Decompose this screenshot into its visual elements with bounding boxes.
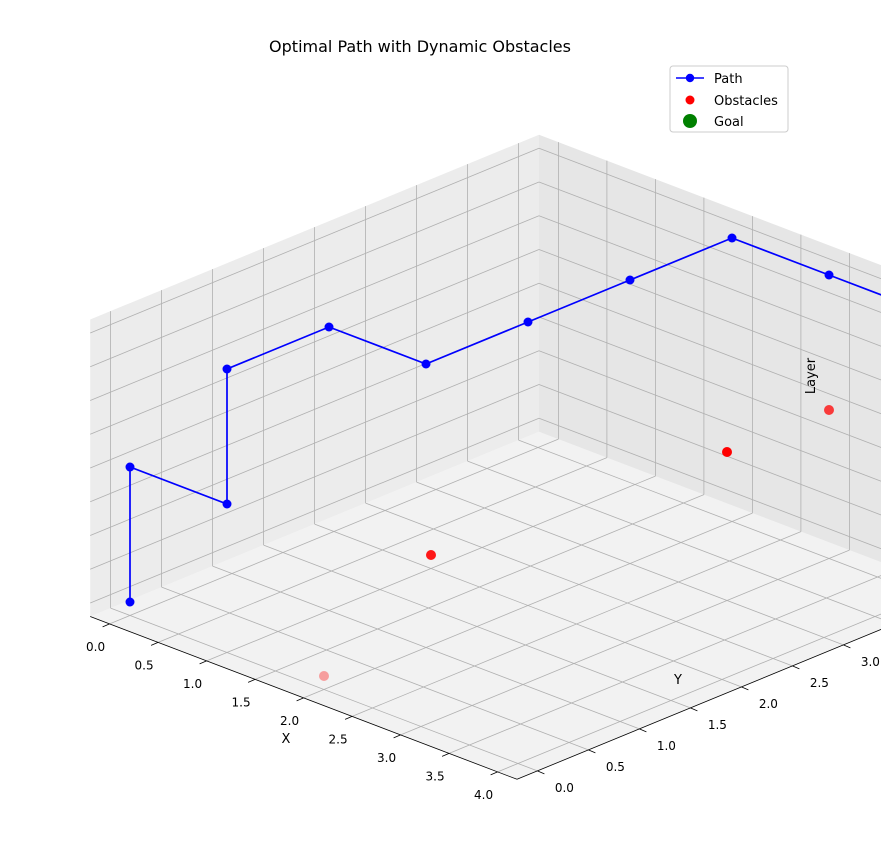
grid-back-z [538,384,881,516]
grid-left-z [90,249,540,435]
y-tick-label: 1.0 [657,739,676,753]
path-point [125,462,135,472]
grid-floor-y [416,481,844,646]
x-tick-mark [247,679,256,683]
path-point [125,597,135,607]
x-tick-label: 1.5 [232,695,251,709]
x-tick-label: 1.0 [183,677,202,691]
grid-left-z [90,350,540,536]
y-tick-mark [537,770,545,775]
legend: Path Obstacles Goal [669,65,789,133]
y-tick-label: 0.0 [555,781,574,795]
x-tick-mark [441,753,450,757]
path-point [421,359,431,369]
grid-back-z [538,350,881,482]
obstacle-point [824,405,834,415]
x-tick-mark [102,623,110,628]
y-tick-mark [843,644,851,649]
path-point [523,317,533,327]
grid-back-z [538,249,881,381]
grid-floor-y [263,544,691,709]
grid-floor-y [161,586,589,751]
x-tick-mark [490,771,498,776]
grid-back-z [538,147,881,280]
x-tick-label: 0.5 [135,658,154,672]
grid-floor-y [110,607,538,772]
grid-left-z [90,147,540,334]
y-tick-label: 3.0 [861,655,880,669]
grid-back-z [538,417,881,550]
legend-path-label: Path [714,72,743,87]
path-point [222,364,232,374]
path-point [222,499,232,509]
x-tick-mark [199,660,207,665]
grid-lines [90,142,881,773]
y-tick-label: 0.5 [606,760,625,774]
grid-left-z [90,384,540,570]
y-tick-label: 1.5 [708,718,727,732]
grid-back-z [538,215,881,347]
tick-labels: 0.0 0.5 1.0 1.5 2.0 2.5 3.0 3.5 4.0 0.0 0.5 1.0 1.5 2… [86,623,880,802]
y-tick-mark [741,686,749,691]
legend-goal-label: Goal [714,115,744,130]
data-marks [125,233,881,681]
y-tick-mark [690,707,698,712]
path-point [727,233,737,243]
obstacle-point [722,447,732,457]
y-tick-mark [588,749,596,754]
grid-left-z [90,181,540,368]
grid-left-z [90,215,540,401]
x-tick-label: 3.5 [426,769,445,783]
x-tick-label: 3.0 [377,751,396,765]
grid-floor-y [467,460,881,620]
floor-pane [90,431,881,780]
path-point [625,275,635,285]
grid-back-z [538,316,881,448]
x-tick-label: 0.0 [86,640,105,654]
x-tick-mark [393,734,401,739]
y-tick-label: 2.0 [759,697,778,711]
x-tick-label: 2.5 [329,732,348,746]
x-tick-mark [296,697,304,702]
x-axis-label: X [282,732,291,747]
x-tick-mark [344,716,353,720]
grid-left-z [90,282,540,469]
grid-back-z [538,181,881,313]
legend-obstacles-label: Obstacles [714,94,778,109]
grid-floor-y [365,502,793,667]
y-tick-mark [639,728,647,733]
grid-floor-y [212,565,640,730]
y-axis-label: Y [673,673,682,688]
grid-floor-y [518,439,881,579]
obstacle-point [426,550,436,560]
grid-floor-y [314,523,742,688]
grid-left-z [90,417,540,604]
legend-obstacles-marker [685,95,695,105]
y-tick-mark [792,665,800,670]
path-point [324,322,334,332]
y-tick-label: 2.5 [810,676,829,690]
x-tick-label: 2.0 [280,714,299,728]
legend-goal-marker [683,114,697,128]
axis-labels: X Y Layer [282,357,819,747]
path-point [824,270,834,280]
axes-panes [90,134,881,780]
chart-title: Optimal Path with Dynamic Obstacles [269,37,571,56]
grid-back-z [538,282,881,415]
x-tick-mark [150,642,159,646]
legend-frame [669,65,789,133]
z-axis-label: Layer [804,357,819,394]
obstacle-point [319,671,329,681]
legend-path-marker [685,73,695,83]
x-tick-label: 4.0 [474,788,493,802]
